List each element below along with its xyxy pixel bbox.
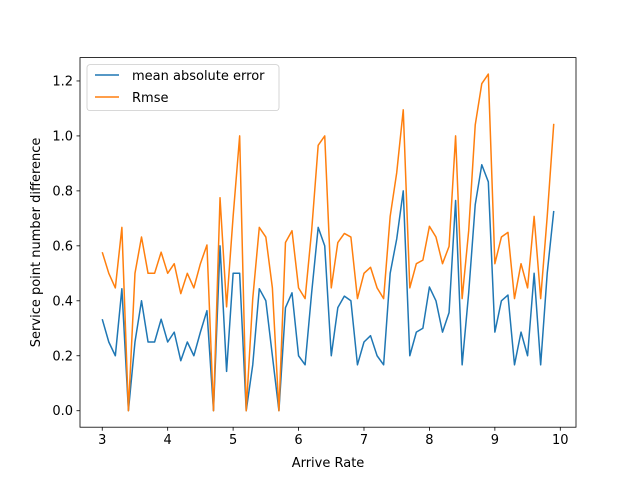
x-tick-label: 5 xyxy=(229,433,237,448)
x-tick-label: 6 xyxy=(294,433,302,448)
legend-box xyxy=(86,64,280,111)
x-tick-label: 7 xyxy=(360,433,368,448)
x-axis-label: Arrive Rate xyxy=(292,456,365,471)
y-axis: 0.0 0.2 0.4 0.6 0.8 1.0 1.2 xyxy=(52,74,80,419)
series-line-rmse xyxy=(101,73,555,412)
y-tick-label: 0.0 xyxy=(52,404,73,419)
x-tick-label: 8 xyxy=(425,433,433,448)
legend-label-mean-absolute-error: mean absolute error xyxy=(132,69,265,84)
y-tick-label: 0.6 xyxy=(52,239,73,254)
x-tick-label: 10 xyxy=(552,433,569,448)
x-tick-label: 3 xyxy=(98,433,106,448)
y-tick-label: 0.4 xyxy=(52,294,73,309)
x-tick-label: 9 xyxy=(491,433,499,448)
plot-lines xyxy=(101,73,555,412)
y-tick-label: 1.2 xyxy=(52,74,73,89)
legend-label-rmse: Rmse xyxy=(132,91,168,106)
y-tick-label: 0.8 xyxy=(52,184,73,199)
y-tick-label: 1.0 xyxy=(52,129,73,144)
x-axis: 3 4 5 6 7 8 9 10 xyxy=(98,427,569,448)
y-axis-label: Service point number difference xyxy=(29,138,44,348)
series-line-mean-absolute-error xyxy=(101,164,555,412)
y-tick-label: 0.2 xyxy=(52,349,73,364)
axes-frame xyxy=(79,57,577,428)
x-tick-label: 4 xyxy=(164,433,172,448)
legend: mean absolute error Rmse xyxy=(86,64,280,111)
